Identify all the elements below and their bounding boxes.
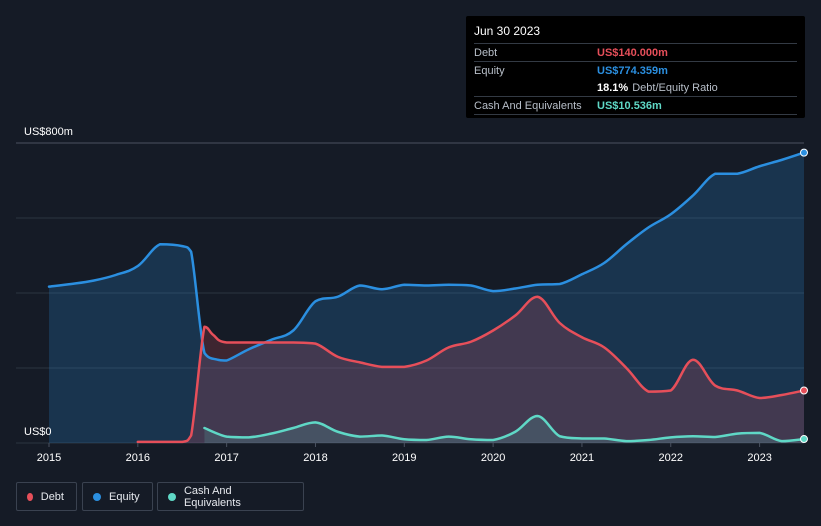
legend-cash[interactable]: Cash And Equivalents	[157, 482, 304, 511]
y-axis-top-label: US$800m	[24, 126, 73, 138]
x-tick-label: 2018	[303, 452, 327, 464]
tooltip-ratio-label: Debt/Equity Ratio	[632, 81, 718, 94]
tooltip-cash-row: Cash And Equivalents US$10.536m	[474, 96, 797, 115]
tooltip-debt-value: US$140.000m	[597, 46, 668, 59]
equity-legend-dot-icon	[93, 492, 101, 501]
tooltip-debt-row: Debt US$140.000m	[474, 43, 797, 61]
tooltip-cash-label: Cash And Equivalents	[474, 99, 582, 112]
tooltip-debt-label: Debt	[474, 46, 498, 59]
debt-line	[136, 295, 806, 444]
tooltip-equity-value: US$774.359m	[597, 64, 668, 77]
x-tick-label: 2019	[392, 452, 416, 464]
x-tick-label: 2016	[126, 452, 150, 464]
debt-area	[137, 296, 804, 443]
legend-debt-label: Debt	[40, 490, 64, 503]
x-tick-label: 2015	[37, 452, 61, 464]
equity-line	[47, 151, 806, 362]
tooltip-equity-row: Equity US$774.359m	[474, 61, 797, 79]
cash-legend-dot-icon	[168, 492, 176, 501]
legend-debt[interactable]: Debt	[16, 482, 77, 511]
cash-end-point	[800, 435, 808, 444]
debt-legend-dot-icon	[27, 492, 33, 501]
x-tick-label: 2022	[659, 452, 683, 464]
x-tick-label: 2017	[214, 452, 238, 464]
debt-end-point	[800, 386, 808, 395]
cash-line	[203, 414, 806, 443]
x-tick-label: 2021	[570, 452, 594, 464]
tooltip-cash-value: US$10.536m	[597, 99, 662, 112]
tooltip-equity-label: Equity	[474, 64, 505, 77]
tooltip-panel: Jun 30 2023 Debt US$140.000m Equity US$7…	[466, 16, 805, 118]
legend-equity-label: Equity	[109, 490, 140, 503]
x-tick-label: 2020	[481, 452, 505, 464]
equity-end-point	[800, 148, 808, 157]
tooltip-ratio-row: 18.1% Debt/Equity Ratio	[474, 79, 797, 96]
legend-cash-label: Cash And Equivalents	[183, 484, 241, 509]
tooltip-ratio-value: 18.1%	[597, 81, 629, 94]
tooltip-date: Jun 30 2023	[474, 24, 541, 38]
x-tick-label: 2023	[747, 452, 771, 464]
legend-equity[interactable]: Equity	[82, 482, 153, 511]
equity-area	[49, 152, 804, 444]
y-axis-bottom-label: US$0	[24, 426, 52, 438]
